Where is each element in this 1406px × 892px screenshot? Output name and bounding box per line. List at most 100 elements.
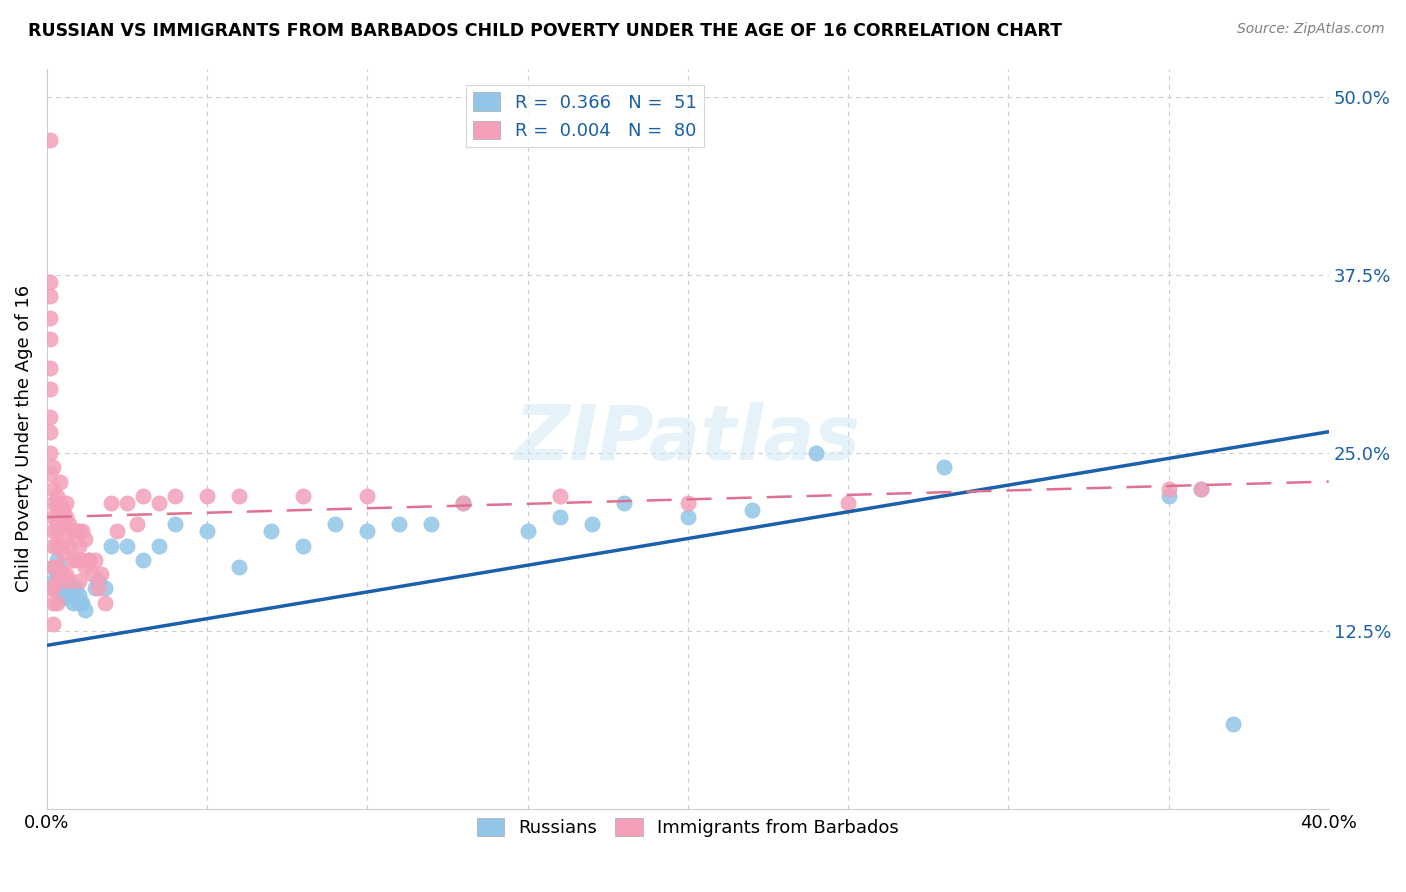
Point xyxy=(132,553,155,567)
Point xyxy=(70,553,93,567)
Point xyxy=(548,510,571,524)
Point xyxy=(42,596,65,610)
Point xyxy=(52,582,75,596)
Point xyxy=(55,496,77,510)
Point xyxy=(115,496,138,510)
Point xyxy=(1222,716,1244,731)
Point xyxy=(39,332,62,346)
Point xyxy=(62,596,84,610)
Point xyxy=(55,532,77,546)
Point xyxy=(45,560,67,574)
Point xyxy=(48,560,70,574)
Point xyxy=(67,539,90,553)
Point xyxy=(613,496,636,510)
Point xyxy=(42,510,65,524)
Point xyxy=(1189,482,1212,496)
Point xyxy=(45,489,67,503)
Point xyxy=(420,517,443,532)
Point xyxy=(42,617,65,632)
Y-axis label: Child Poverty Under the Age of 16: Child Poverty Under the Age of 16 xyxy=(15,285,32,592)
Point xyxy=(62,553,84,567)
Point xyxy=(741,503,763,517)
Point xyxy=(292,539,315,553)
Point xyxy=(42,496,65,510)
Point xyxy=(58,517,80,532)
Point xyxy=(676,496,699,510)
Point xyxy=(39,446,62,460)
Point xyxy=(45,574,67,589)
Point xyxy=(39,360,62,375)
Point xyxy=(48,539,70,553)
Point xyxy=(77,553,100,567)
Point xyxy=(1157,482,1180,496)
Point xyxy=(228,489,250,503)
Point xyxy=(42,560,65,574)
Point xyxy=(148,539,170,553)
Point xyxy=(356,489,378,503)
Point xyxy=(42,574,65,589)
Text: Source: ZipAtlas.com: Source: ZipAtlas.com xyxy=(1237,22,1385,37)
Point xyxy=(93,582,115,596)
Point xyxy=(125,517,148,532)
Point xyxy=(55,567,77,582)
Point xyxy=(58,582,80,596)
Point xyxy=(39,289,62,303)
Point xyxy=(58,539,80,553)
Point xyxy=(55,589,77,603)
Point xyxy=(1157,489,1180,503)
Point xyxy=(52,567,75,582)
Point xyxy=(45,524,67,539)
Point xyxy=(148,496,170,510)
Point xyxy=(356,524,378,539)
Point xyxy=(70,524,93,539)
Point xyxy=(453,496,475,510)
Point xyxy=(516,524,538,539)
Point xyxy=(67,524,90,539)
Point xyxy=(39,582,62,596)
Point xyxy=(45,596,67,610)
Text: RUSSIAN VS IMMIGRANTS FROM BARBADOS CHILD POVERTY UNDER THE AGE OF 16 CORRELATIO: RUSSIAN VS IMMIGRANTS FROM BARBADOS CHIL… xyxy=(28,22,1062,40)
Point xyxy=(75,603,97,617)
Point xyxy=(42,560,65,574)
Point xyxy=(100,496,122,510)
Point xyxy=(388,517,411,532)
Point xyxy=(453,496,475,510)
Point xyxy=(75,560,97,574)
Point xyxy=(42,524,65,539)
Point xyxy=(100,539,122,553)
Point xyxy=(67,596,90,610)
Point xyxy=(42,582,65,596)
Point xyxy=(934,460,956,475)
Point xyxy=(75,532,97,546)
Point xyxy=(39,467,62,482)
Point xyxy=(228,560,250,574)
Point xyxy=(48,475,70,489)
Point xyxy=(45,517,67,532)
Point xyxy=(48,574,70,589)
Point xyxy=(292,489,315,503)
Point xyxy=(52,503,75,517)
Point xyxy=(42,482,65,496)
Point xyxy=(58,589,80,603)
Point xyxy=(195,524,218,539)
Point xyxy=(80,567,103,582)
Point xyxy=(77,553,100,567)
Point xyxy=(45,510,67,524)
Legend: Russians, Immigrants from Barbados: Russians, Immigrants from Barbados xyxy=(470,811,905,845)
Point xyxy=(84,582,107,596)
Point xyxy=(87,574,110,589)
Point xyxy=(87,582,110,596)
Point xyxy=(260,524,283,539)
Point xyxy=(45,496,67,510)
Point xyxy=(39,310,62,325)
Point xyxy=(581,517,603,532)
Point xyxy=(165,489,187,503)
Point xyxy=(323,517,346,532)
Point xyxy=(65,582,87,596)
Point xyxy=(55,510,77,524)
Point xyxy=(90,567,112,582)
Point xyxy=(165,517,187,532)
Point xyxy=(45,582,67,596)
Text: ZIPatlas: ZIPatlas xyxy=(515,401,860,475)
Point xyxy=(45,567,67,582)
